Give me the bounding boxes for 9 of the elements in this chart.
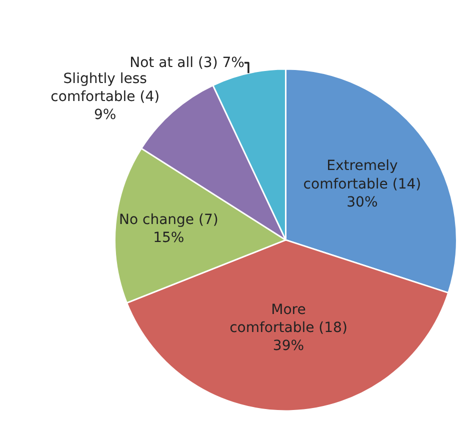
data-label: 39%	[272, 338, 304, 354]
slice-label: Slightly less comfortable (4)	[50, 70, 160, 105]
data-label: 30%	[346, 194, 378, 211]
slice-label: Extremely comfortable (14)	[303, 158, 422, 192]
slice-label: More comfortable (18)	[230, 302, 348, 336]
data-label: 15%	[153, 230, 184, 246]
data-label: 9%	[94, 107, 116, 124]
slice-label: Not at all (3) 7%	[130, 54, 244, 71]
slice-label: No change (7)	[119, 212, 218, 228]
